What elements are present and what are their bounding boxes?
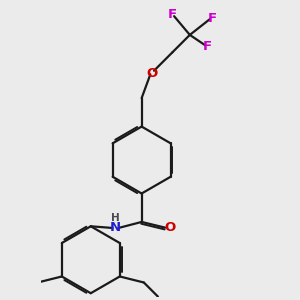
Text: O: O <box>146 67 157 80</box>
Text: F: F <box>203 40 212 53</box>
Text: H: H <box>111 213 120 223</box>
Text: O: O <box>165 221 176 235</box>
Text: F: F <box>168 8 177 21</box>
Text: N: N <box>110 221 121 235</box>
Text: F: F <box>208 12 217 25</box>
